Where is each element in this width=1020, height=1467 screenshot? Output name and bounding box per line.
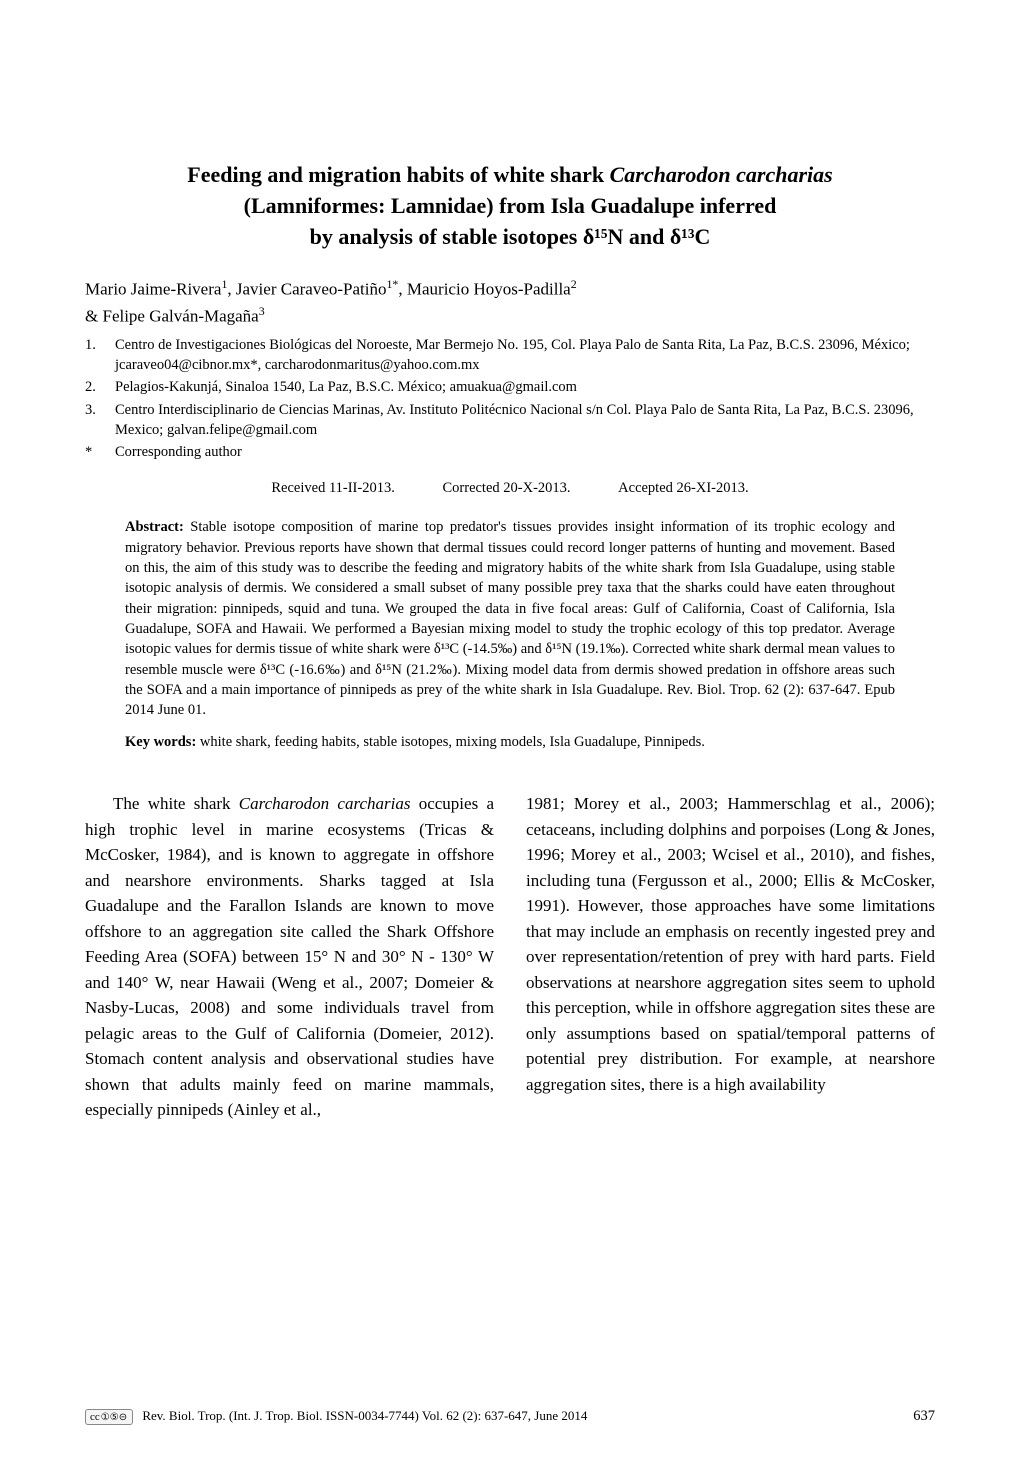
page-number: 637 — [913, 1408, 935, 1425]
author-4-sup: 3 — [259, 304, 265, 318]
date-received: Received 11-II-2013. — [271, 480, 394, 496]
author-3: Mauricio Hoyos-Padilla — [407, 280, 571, 299]
body-paragraph: 1981; Morey et al., 2003; Hammerschlag e… — [526, 791, 935, 1097]
author-2-sup: 1* — [386, 277, 398, 291]
title-line3: by analysis of stable isotopes δ¹⁵N and … — [310, 224, 711, 249]
column-right: 1981; Morey et al., 2003; Hammerschlag e… — [526, 791, 935, 1123]
article-title: Feeding and migration habits of white sh… — [85, 160, 935, 252]
cc-sub-icons: ①⑤⊝ — [101, 1412, 127, 1423]
body-species: Carcharodon carcharias — [239, 794, 411, 813]
affil-num: * — [85, 442, 115, 462]
author-3-sup: 2 — [571, 277, 577, 291]
affil-text: Corresponding author — [115, 442, 935, 462]
affil-text: Pelagios-Kakunjá, Sinaloa 1540, La Paz, … — [115, 377, 935, 397]
affil-num: 1. — [85, 335, 115, 376]
body-columns: The white shark Carcharodon carcharias o… — [85, 791, 935, 1123]
author-1-sup: 1 — [221, 277, 227, 291]
authors-line: Mario Jaime-Rivera1, Javier Caraveo-Pati… — [85, 276, 935, 328]
affiliation-row: 2. Pelagios-Kakunjá, Sinaloa 1540, La Pa… — [85, 377, 935, 397]
affil-text: Centro de Investigaciones Biológicas del… — [115, 335, 935, 376]
affil-num: 2. — [85, 377, 115, 397]
abstract-text: Stable isotope composition of marine top… — [125, 519, 895, 718]
author-1: Mario Jaime-Rivera — [85, 280, 221, 299]
title-species: Carcharodon carcharias — [610, 162, 833, 187]
cc-license-icon: cc①⑤⊝ — [85, 1409, 133, 1425]
keywords: Key words: white shark, feeding habits, … — [125, 734, 895, 751]
column-left: The white shark Carcharodon carcharias o… — [85, 791, 494, 1123]
keywords-text: white shark, feeding habits, stable isot… — [196, 734, 705, 750]
body-paragraph: The white shark Carcharodon carcharias o… — [85, 791, 494, 1123]
date-accepted: Accepted 26-XI-2013. — [618, 480, 748, 496]
body-col1-pre: The white shark — [113, 794, 239, 813]
affiliation-row: * Corresponding author — [85, 442, 935, 462]
dates-line: Received 11-II-2013. Corrected 20-X-2013… — [85, 480, 935, 497]
author-2: Javier Caraveo-Patiño — [236, 280, 387, 299]
title-line1-pre: Feeding and migration habits of white sh… — [187, 162, 609, 187]
body-col1-post: occupies a high trophic level in marine … — [85, 794, 494, 1119]
abstract-label: Abstract: — [125, 519, 184, 535]
footer-left: cc①⑤⊝ Rev. Biol. Trop. (Int. J. Trop. Bi… — [85, 1408, 587, 1425]
affiliation-row: 1. Centro de Investigaciones Biológicas … — [85, 335, 935, 376]
keywords-label: Key words: — [125, 734, 196, 750]
affiliation-row: 3. Centro Interdisciplinario de Ciencias… — [85, 400, 935, 441]
abstract: Abstract: Stable isotope composition of … — [125, 517, 895, 720]
journal-citation: Rev. Biol. Trop. (Int. J. Trop. Biol. IS… — [142, 1408, 587, 1423]
author-4: Felipe Galván-Magaña — [102, 306, 258, 325]
affiliations: 1. Centro de Investigaciones Biológicas … — [85, 335, 935, 463]
affil-text: Centro Interdisciplinario de Ciencias Ma… — [115, 400, 935, 441]
date-corrected: Corrected 20-X-2013. — [442, 480, 570, 496]
page-footer: cc①⑤⊝ Rev. Biol. Trop. (Int. J. Trop. Bi… — [85, 1408, 935, 1425]
cc-label: cc — [90, 1411, 100, 1423]
affil-num: 3. — [85, 400, 115, 441]
title-line2: (Lamniformes: Lamnidae) from Isla Guadal… — [244, 193, 777, 218]
